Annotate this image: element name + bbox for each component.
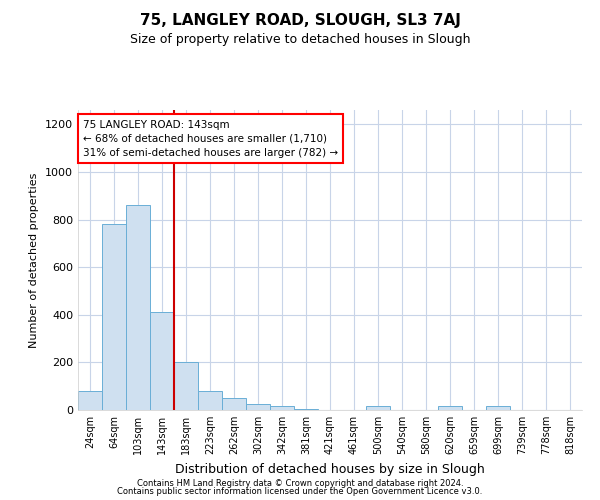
Bar	[294, 409, 318, 410]
X-axis label: Distribution of detached houses by size in Slough: Distribution of detached houses by size …	[175, 462, 485, 475]
Text: Contains public sector information licensed under the Open Government Licence v3: Contains public sector information licen…	[118, 487, 482, 496]
Text: 75, LANGLEY ROAD, SLOUGH, SL3 7AJ: 75, LANGLEY ROAD, SLOUGH, SL3 7AJ	[140, 12, 460, 28]
Bar	[222, 398, 246, 410]
Bar	[78, 391, 102, 410]
Bar	[174, 362, 198, 410]
Bar	[486, 406, 510, 410]
Bar	[246, 404, 270, 410]
Bar	[438, 406, 462, 410]
Bar	[270, 406, 294, 410]
Y-axis label: Number of detached properties: Number of detached properties	[29, 172, 40, 348]
Bar	[150, 312, 174, 410]
Bar	[366, 406, 390, 410]
Text: Contains HM Land Registry data © Crown copyright and database right 2024.: Contains HM Land Registry data © Crown c…	[137, 478, 463, 488]
Text: Size of property relative to detached houses in Slough: Size of property relative to detached ho…	[130, 32, 470, 46]
Text: 75 LANGLEY ROAD: 143sqm
← 68% of detached houses are smaller (1,710)
31% of semi: 75 LANGLEY ROAD: 143sqm ← 68% of detache…	[83, 120, 338, 158]
Bar	[102, 224, 126, 410]
Bar	[126, 205, 150, 410]
Bar	[198, 391, 222, 410]
